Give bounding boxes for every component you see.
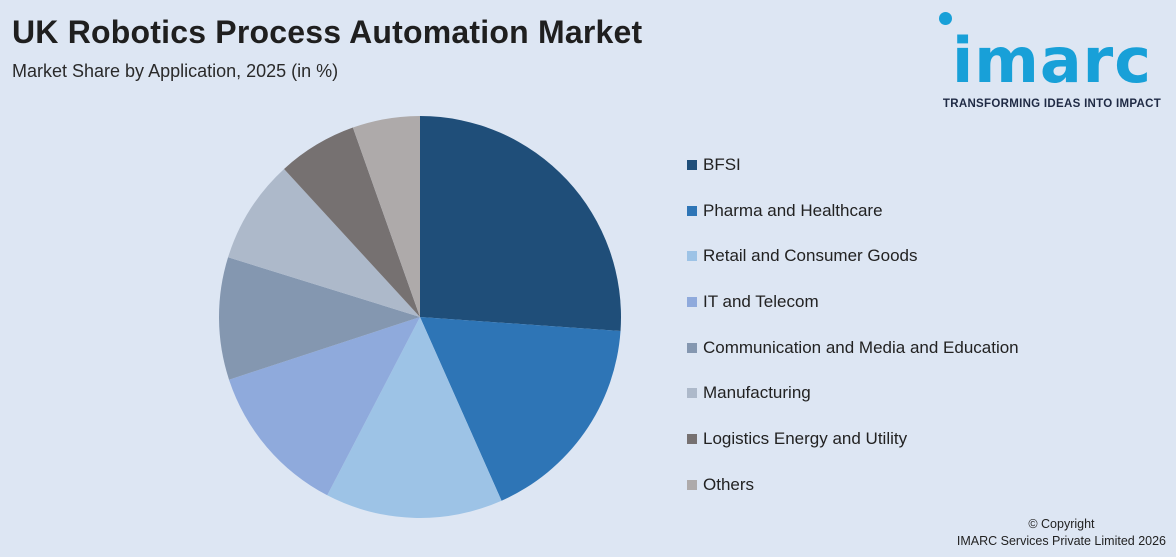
legend-item-bfsi: BFSI xyxy=(687,142,1019,188)
copyright: © Copyright IMARC Services Private Limit… xyxy=(957,516,1166,550)
legend-label: IT and Telecom xyxy=(703,291,819,311)
pie-slice-pharma-and-healthcare xyxy=(420,317,621,501)
legend-swatch xyxy=(687,388,697,399)
legend-label: Pharma and Healthcare xyxy=(703,200,883,220)
legend-swatch xyxy=(687,159,697,170)
legend-swatch xyxy=(687,479,697,490)
legend-item-others: Others xyxy=(687,462,1019,508)
legend-label: BFSI xyxy=(703,154,741,174)
pie-slice-it-and-telecom xyxy=(229,317,420,496)
logo-word: imarc xyxy=(951,24,1153,97)
legend-item-retail-and-consumer-goods: Retail and Consumer Goods xyxy=(687,233,1019,279)
copyright-line2: IMARC Services Private Limited 2026 xyxy=(956,534,1166,548)
legend-item-logistics-energy-and-utility: Logistics Energy and Utility xyxy=(687,416,1019,462)
legend-item-manufacturing: Manufacturing xyxy=(687,370,1019,416)
legend-swatch xyxy=(687,251,697,262)
pie-slice-bfsi xyxy=(420,116,621,331)
imarc-logo: imarc TRANSFORMING IDEAS INTO IMPACT xyxy=(936,12,1168,112)
chart-title: UK Robotics Process Automation Market xyxy=(12,14,643,50)
pie-slice-others xyxy=(352,116,420,317)
pie-slice-communication-and-media-and-education xyxy=(218,257,420,380)
pie-slice-retail-and-consumer-goods xyxy=(327,317,502,519)
logo-tagline: TRANSFORMING IDEAS INTO IMPACT xyxy=(942,98,1162,110)
legend-swatch xyxy=(687,433,697,444)
legend-label: Communication and Media and Education xyxy=(703,337,1019,357)
chart-legend: BFSI Pharma and Healthcare Retail and Cons… xyxy=(687,142,1019,508)
pie-slice-logistics-energy-and-utility xyxy=(284,127,420,317)
legend-swatch xyxy=(687,296,697,307)
legend-item-pharma-and-healthcare: Pharma and Healthcare xyxy=(687,188,1019,234)
legend-swatch xyxy=(687,342,697,353)
legend-item-it-and-telecom: IT and Telecom xyxy=(687,279,1019,325)
legend-label: Retail and Consumer Goods xyxy=(703,246,918,266)
legend-swatch xyxy=(687,205,697,216)
copyright-line1: © Copyright xyxy=(1028,517,1095,531)
legend-label: Manufacturing xyxy=(703,383,811,403)
chart-subtitle: Market Share by Application, 2025 (in %) xyxy=(12,61,339,81)
legend-item-communication-and-media-and-education: Communication and Media and Education xyxy=(687,325,1019,371)
logo-dot-icon xyxy=(939,12,952,25)
pie-slice-manufacturing xyxy=(228,168,420,317)
legend-label: Logistics Energy and Utility xyxy=(703,428,908,448)
legend-label: Others xyxy=(703,474,755,494)
